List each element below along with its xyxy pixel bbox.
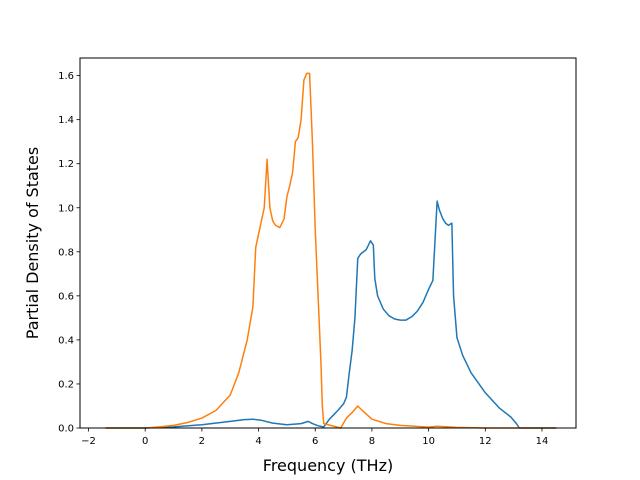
x-tick-label: 8 bbox=[369, 436, 375, 447]
x-tick-label: 0 bbox=[142, 436, 148, 447]
y-tick-label: 1.0 bbox=[58, 203, 74, 214]
x-tick-label: −2 bbox=[81, 436, 96, 447]
y-tick-label: 1.4 bbox=[58, 115, 74, 126]
y-tick-label: 0.6 bbox=[58, 291, 74, 302]
y-tick-label: 0.8 bbox=[58, 247, 74, 258]
x-tick-label: 6 bbox=[312, 436, 318, 447]
series-line-1 bbox=[105, 200, 557, 429]
x-tick-label: 10 bbox=[422, 436, 435, 447]
x-tick-label: 2 bbox=[199, 436, 205, 447]
x-tick-label: 4 bbox=[255, 436, 261, 447]
x-tick-label: 12 bbox=[479, 436, 492, 447]
x-axis-title: Frequency (THz) bbox=[263, 456, 393, 475]
x-tick-label: 14 bbox=[536, 436, 549, 447]
y-tick-label: 1.2 bbox=[58, 159, 74, 170]
y-tick-label: 0.4 bbox=[58, 335, 74, 346]
y-axis-title: Partial Density of States bbox=[23, 147, 42, 339]
y-axis-ticks: 0.0 0.2 0.4 0.6 0.8 1.0 1.2 1.4 1.6 bbox=[58, 71, 80, 435]
y-tick-label: 0.0 bbox=[58, 424, 74, 435]
y-tick-label: 1.6 bbox=[58, 71, 74, 82]
x-axis-ticks: −2 0 2 4 6 8 10 12 14 bbox=[81, 428, 548, 447]
plot-frame bbox=[79, 57, 577, 429]
plot-lines bbox=[105, 72, 557, 429]
y-tick-label: 0.2 bbox=[58, 379, 74, 390]
series-line-2 bbox=[105, 72, 557, 429]
